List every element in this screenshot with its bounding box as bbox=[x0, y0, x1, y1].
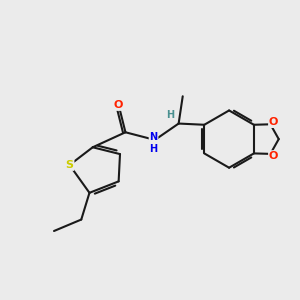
Text: O: O bbox=[114, 100, 123, 110]
Text: O: O bbox=[269, 117, 278, 127]
Text: N
H: N H bbox=[149, 132, 158, 154]
Text: S: S bbox=[65, 160, 74, 170]
Text: H: H bbox=[167, 110, 175, 119]
Text: O: O bbox=[269, 151, 278, 161]
